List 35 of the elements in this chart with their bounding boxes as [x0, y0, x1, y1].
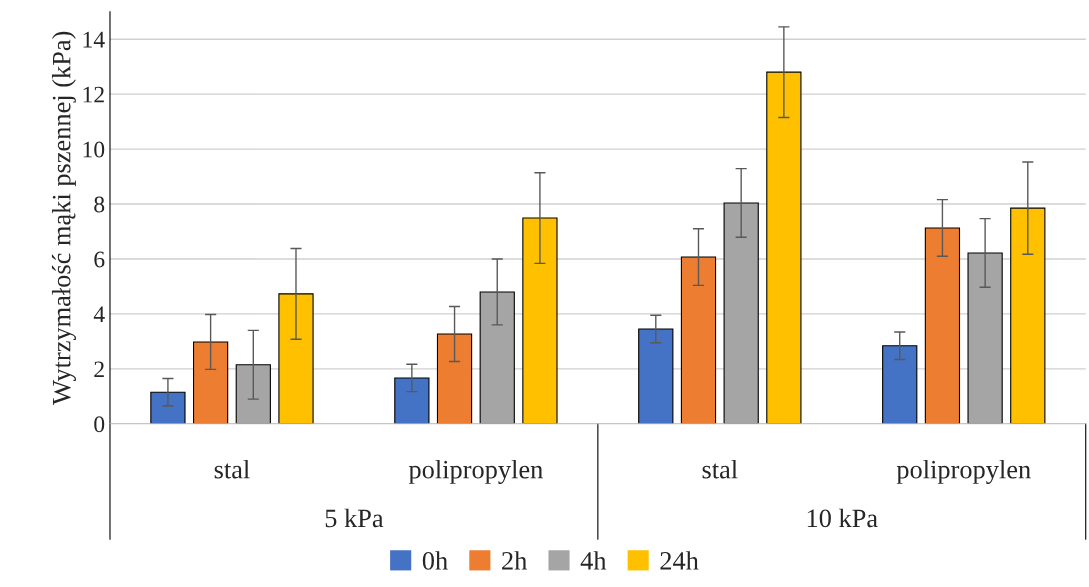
text: 5 kPa	[325, 508, 384, 528]
x-tick-label: stal	[214, 459, 250, 479]
bar	[638, 328, 674, 424]
y-axis-title: Wytrzymałość mąki pszennej (kPa)	[51, 31, 76, 405]
bar	[882, 345, 918, 424]
bar	[680, 256, 717, 424]
y-tick-label: 12	[83, 86, 104, 103]
bar	[924, 227, 961, 424]
bar	[967, 252, 1003, 424]
bar	[766, 71, 802, 424]
bar	[278, 293, 314, 424]
y-tick-label: 4	[93, 306, 105, 323]
legend-label: 2h	[502, 551, 527, 570]
bar	[235, 364, 271, 424]
bar	[436, 333, 473, 424]
y-tick-label: 2	[94, 361, 104, 378]
y-tick-label: 10	[83, 141, 105, 158]
bar	[479, 291, 515, 424]
bar	[1010, 207, 1046, 424]
bar	[150, 391, 186, 424]
legend-label: 0h	[422, 551, 448, 570]
y-tick-label: 14	[83, 31, 105, 48]
x-tick-label: stal	[702, 459, 738, 479]
y-tick-label: 6	[94, 251, 105, 268]
bar	[394, 377, 430, 424]
bar	[522, 217, 558, 424]
x-tick-label: polipropylen	[408, 459, 543, 484]
y-tick-label: 0	[94, 416, 105, 433]
legend-label: 4h	[580, 551, 607, 570]
bar	[192, 341, 229, 424]
y-tick-label: 8	[94, 196, 105, 213]
x-tick-label: polipropylen	[896, 459, 1031, 484]
bar	[723, 202, 759, 424]
text: 10 kPa	[807, 508, 878, 528]
legend-label: 24h	[660, 551, 699, 570]
